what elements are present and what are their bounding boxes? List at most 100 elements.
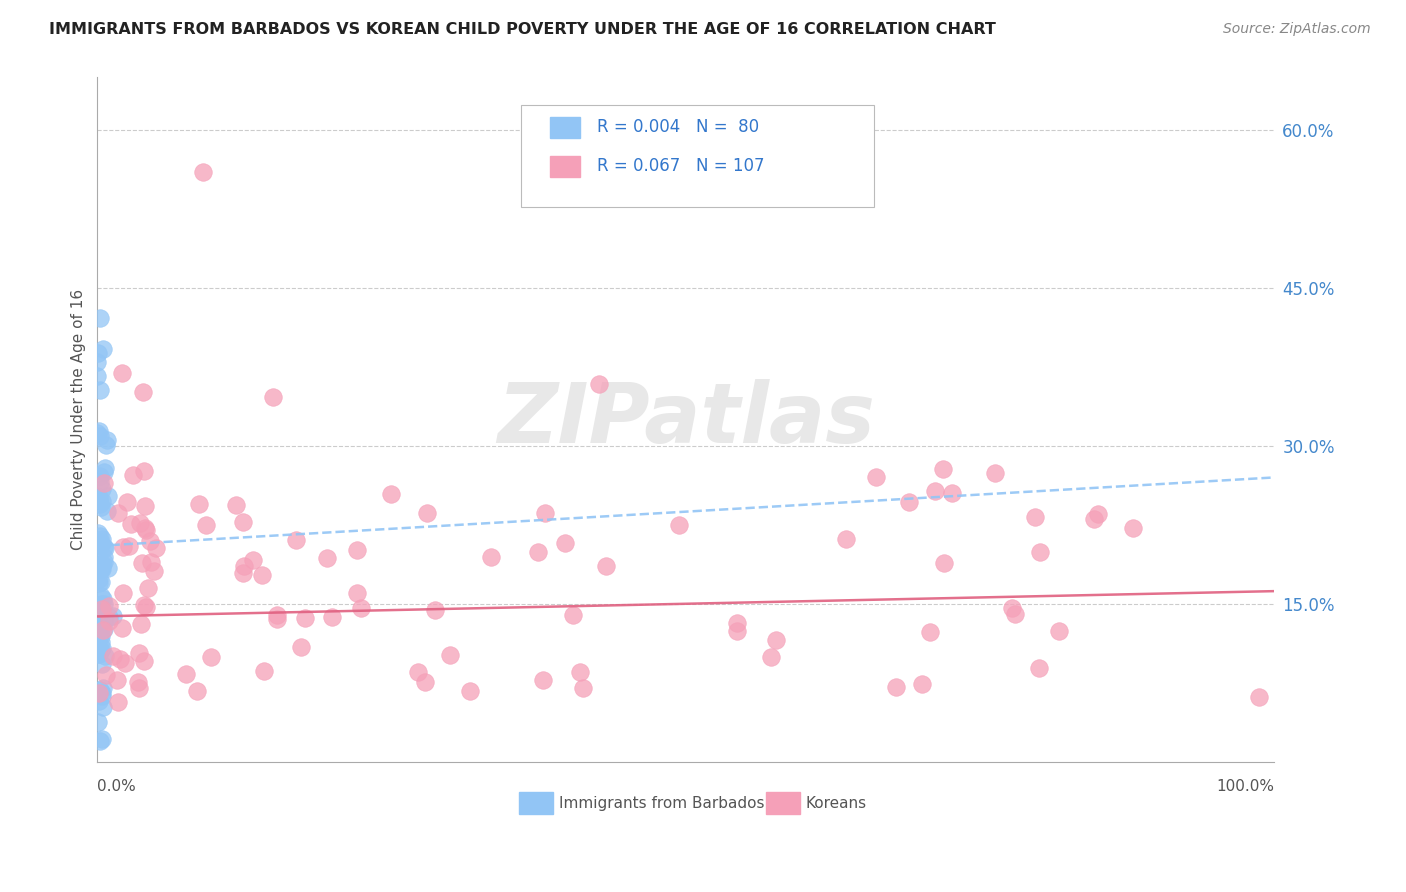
- Point: [225, 499, 247, 513]
- Point: [266, 608, 288, 623]
- Point: [253, 664, 276, 678]
- Point: [93, 555, 115, 569]
- Point: [87, 641, 110, 656]
- Point: [90, 562, 112, 576]
- Point: [87, 714, 110, 729]
- Point: [134, 654, 156, 668]
- Point: [87, 648, 110, 662]
- Point: [91, 602, 114, 616]
- Point: [145, 541, 167, 556]
- Point: [316, 550, 339, 565]
- Point: [120, 516, 142, 531]
- Point: [90, 689, 112, 703]
- Point: [97, 610, 120, 624]
- Point: [93, 622, 115, 636]
- Point: [94, 648, 117, 663]
- Point: [725, 616, 748, 631]
- Point: [94, 438, 117, 452]
- Point: [87, 694, 110, 708]
- Point: [932, 462, 955, 476]
- Point: [865, 469, 887, 483]
- Point: [90, 641, 112, 656]
- Point: [90, 628, 112, 642]
- Point: [588, 376, 610, 391]
- Point: [898, 494, 921, 508]
- Point: [1028, 661, 1050, 675]
- Point: [122, 467, 145, 482]
- Point: [884, 681, 907, 695]
- Point: [262, 390, 284, 404]
- Point: [91, 657, 114, 672]
- Point: [111, 585, 134, 599]
- Point: [127, 674, 149, 689]
- Point: [1249, 690, 1271, 704]
- Point: [527, 545, 550, 559]
- Point: [129, 516, 152, 530]
- Point: [93, 540, 115, 554]
- Point: [111, 367, 134, 381]
- Point: [107, 506, 129, 520]
- Point: [89, 311, 111, 326]
- Point: [91, 700, 114, 714]
- Point: [101, 608, 124, 623]
- Point: [200, 650, 222, 665]
- Point: [87, 424, 110, 438]
- Point: [346, 543, 368, 558]
- Point: [87, 624, 110, 639]
- Point: [93, 623, 115, 637]
- Point: [87, 685, 110, 699]
- Point: [89, 576, 111, 591]
- Point: [93, 475, 115, 490]
- Point: [89, 733, 111, 747]
- Point: [134, 500, 156, 514]
- Point: [87, 526, 110, 541]
- Point: [1083, 512, 1105, 526]
- Point: [139, 533, 162, 548]
- Point: [983, 466, 1005, 480]
- Point: [131, 616, 153, 631]
- Point: [569, 665, 592, 679]
- Text: Source: ZipAtlas.com: Source: ZipAtlas.com: [1223, 22, 1371, 37]
- Point: [143, 565, 166, 579]
- Point: [87, 572, 110, 586]
- Point: [86, 426, 108, 441]
- Point: [87, 490, 110, 504]
- Point: [86, 355, 108, 369]
- Point: [266, 612, 288, 626]
- Point: [93, 465, 115, 479]
- Point: [233, 558, 256, 573]
- Point: [595, 559, 617, 574]
- Point: [534, 507, 557, 521]
- Point: [91, 562, 114, 576]
- Point: [93, 613, 115, 627]
- Point: [90, 500, 112, 514]
- Point: [89, 562, 111, 576]
- Point: [759, 649, 782, 664]
- Point: [416, 506, 439, 520]
- Point: [1024, 509, 1046, 524]
- Point: [135, 523, 157, 537]
- Text: 100.0%: 100.0%: [1216, 779, 1274, 794]
- Text: IMMIGRANTS FROM BARBADOS VS KOREAN CHILD POVERTY UNDER THE AGE OF 16 CORRELATION: IMMIGRANTS FROM BARBADOS VS KOREAN CHILD…: [49, 22, 995, 37]
- Point: [186, 684, 208, 698]
- Point: [911, 677, 934, 691]
- Point: [135, 600, 157, 615]
- Point: [115, 495, 138, 509]
- Point: [89, 624, 111, 638]
- Point: [91, 493, 114, 508]
- Point: [194, 518, 217, 533]
- Point: [1001, 601, 1024, 615]
- Text: R = 0.004   N =  80: R = 0.004 N = 80: [598, 119, 759, 136]
- Point: [93, 598, 115, 612]
- Point: [920, 625, 942, 640]
- Point: [89, 529, 111, 543]
- Point: [118, 539, 141, 553]
- Point: [413, 675, 436, 690]
- Point: [250, 568, 273, 582]
- Point: [932, 556, 955, 570]
- Point: [90, 731, 112, 746]
- Text: Immigrants from Barbados: Immigrants from Barbados: [558, 796, 763, 811]
- Point: [89, 627, 111, 641]
- Point: [89, 642, 111, 657]
- Point: [87, 346, 110, 360]
